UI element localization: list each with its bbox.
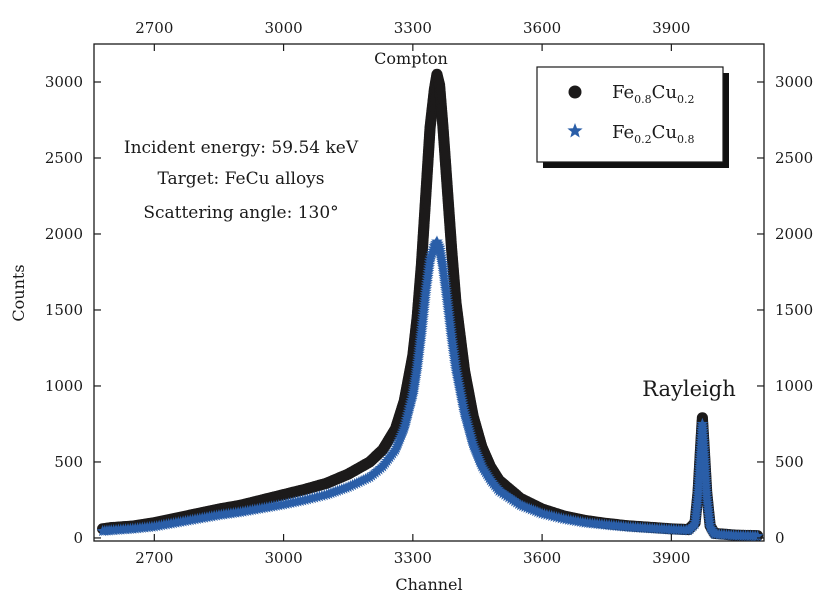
data-point (487, 477, 500, 489)
y-tick-label-left: 1000 (45, 377, 83, 395)
x-tick-label-bottom: 3000 (264, 549, 302, 567)
plot-frame (93, 43, 765, 542)
legend-box (536, 66, 724, 163)
y-tick-label-left: 0 (73, 529, 83, 547)
legend: Fe0.8Cu0.2 Fe0.2Cu0.8 (536, 66, 729, 168)
y-tick-label-left: 2500 (45, 149, 83, 167)
x-tick-label-bottom: 3300 (394, 549, 432, 567)
x-tick-label-bottom: 2700 (135, 549, 173, 567)
y-tick-label-right: 3000 (775, 73, 813, 91)
data-marks (96, 68, 764, 542)
x-tick-label-bottom: 3600 (523, 549, 561, 567)
annotation-rayleigh: Rayleigh (642, 377, 736, 401)
x-axis-title: Channel (395, 575, 462, 594)
legend-marker-circle (568, 85, 582, 99)
x-tick-label-bottom: 3900 (652, 549, 690, 567)
data-point (485, 475, 498, 487)
data-point (490, 481, 503, 493)
data-point (488, 479, 501, 491)
y-tick-label-left: 3000 (45, 73, 83, 91)
y-axis-title: Counts (9, 264, 28, 321)
x-tick-label-top: 2700 (135, 19, 173, 37)
annotation-scattering-angle: Scattering angle: 130° (143, 203, 338, 223)
y-tick-label-right: 500 (775, 453, 804, 471)
legend-marker-star (567, 123, 583, 138)
data-point (751, 529, 764, 542)
x-tick-label-top: 3300 (394, 19, 432, 37)
legend-label-series-2: Fe0.2Cu0.8 (612, 122, 695, 146)
series-2 (96, 235, 764, 542)
data-point (491, 482, 504, 495)
y-tick-label-left: 1500 (45, 301, 83, 319)
y-tick-label-left: 500 (54, 453, 83, 471)
y-tick-label-right: 2500 (775, 149, 813, 167)
y-tick-label-right: 0 (775, 529, 785, 547)
legend-label-series-1: Fe0.8Cu0.2 (612, 82, 695, 106)
x-tick-label-top: 3600 (523, 19, 561, 37)
y-tick-label-right: 1000 (775, 377, 813, 395)
y-tick-label-left: 2000 (45, 225, 83, 243)
axis-ticks: 2700 2700 3000 3000 3300 3300 3600 3600 3900 3900… (45, 19, 813, 567)
annotation-compton: Compton (374, 49, 448, 68)
annotation-incident-energy: Incident energy: 59.54 keV (124, 138, 359, 158)
y-tick-label-right: 2000 (775, 225, 813, 243)
x-tick-label-top: 3000 (264, 19, 302, 37)
annotation-target: Target: FeCu alloys (157, 169, 324, 189)
data-point (484, 474, 497, 486)
y-tick-label-right: 1500 (775, 301, 813, 319)
x-tick-label-top: 3900 (652, 19, 690, 37)
